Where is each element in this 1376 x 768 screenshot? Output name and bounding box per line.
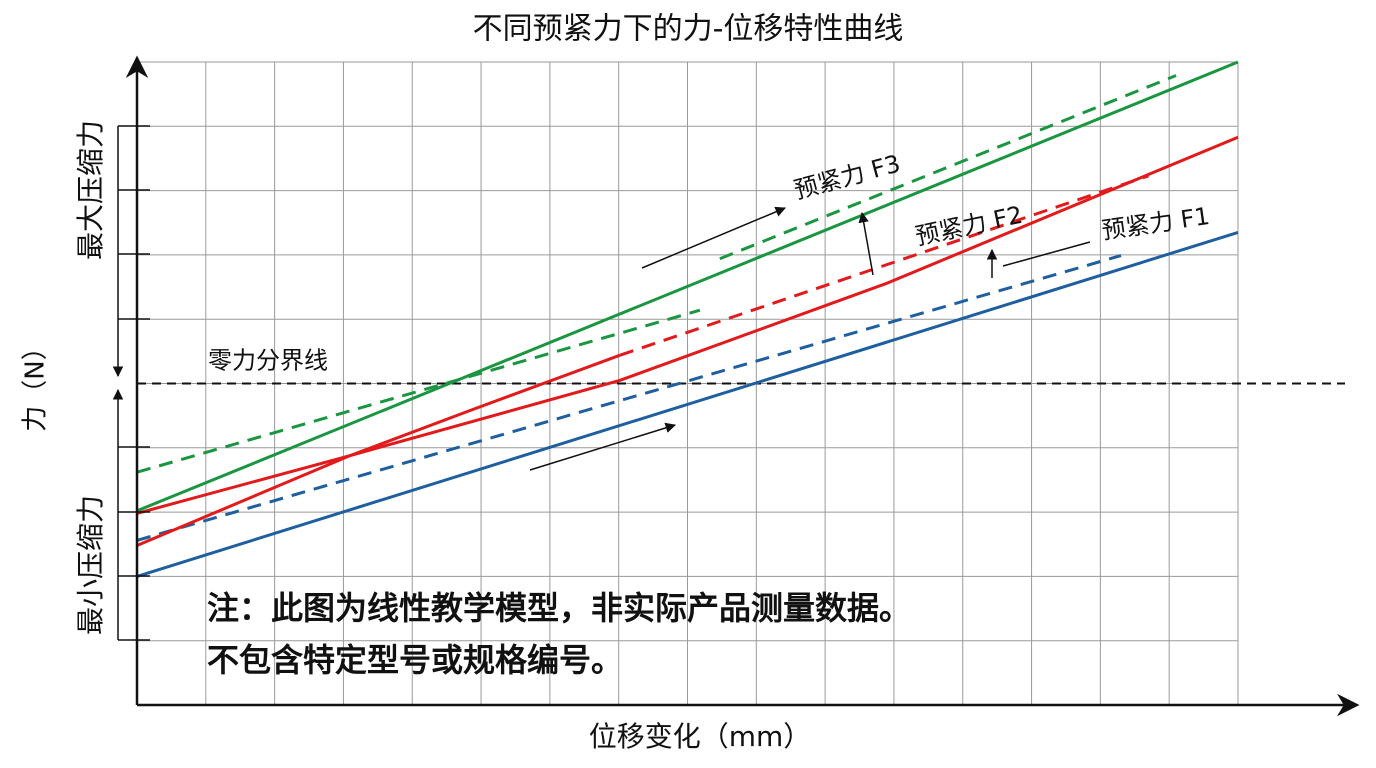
annotation: 预紧力 F1 <box>1100 202 1212 245</box>
series-line <box>136 135 1239 515</box>
series-line <box>136 308 701 474</box>
annotation: 预紧力 F3 <box>791 149 903 204</box>
x-axis-label: 位移变化（mm） <box>589 720 812 753</box>
note: 不包含特定型号或规格编号。 <box>207 641 623 679</box>
reference-label: 零力分界线 <box>208 347 328 375</box>
series-line <box>719 74 1177 261</box>
chart-title: 不同预紧力下的力-位移特性曲线 <box>473 12 904 47</box>
annotation-arrows <box>529 206 1091 471</box>
annotation: 预紧力 F2 <box>913 201 1025 251</box>
y-axis-label: 力（N） <box>21 334 51 431</box>
series-line <box>619 174 1150 357</box>
series-line <box>136 230 1239 578</box>
band-label: 最小压缩力 <box>74 495 107 635</box>
band-label: 最大压缩力 <box>74 120 107 260</box>
series-line <box>136 353 621 547</box>
plot: 零力分界线 <box>136 60 1345 578</box>
note: 注：此图为线性教学模型，非实际产品测量数据。 <box>207 589 911 627</box>
series-line <box>136 60 1239 513</box>
bracket <box>112 125 150 641</box>
series-line <box>136 254 1122 542</box>
